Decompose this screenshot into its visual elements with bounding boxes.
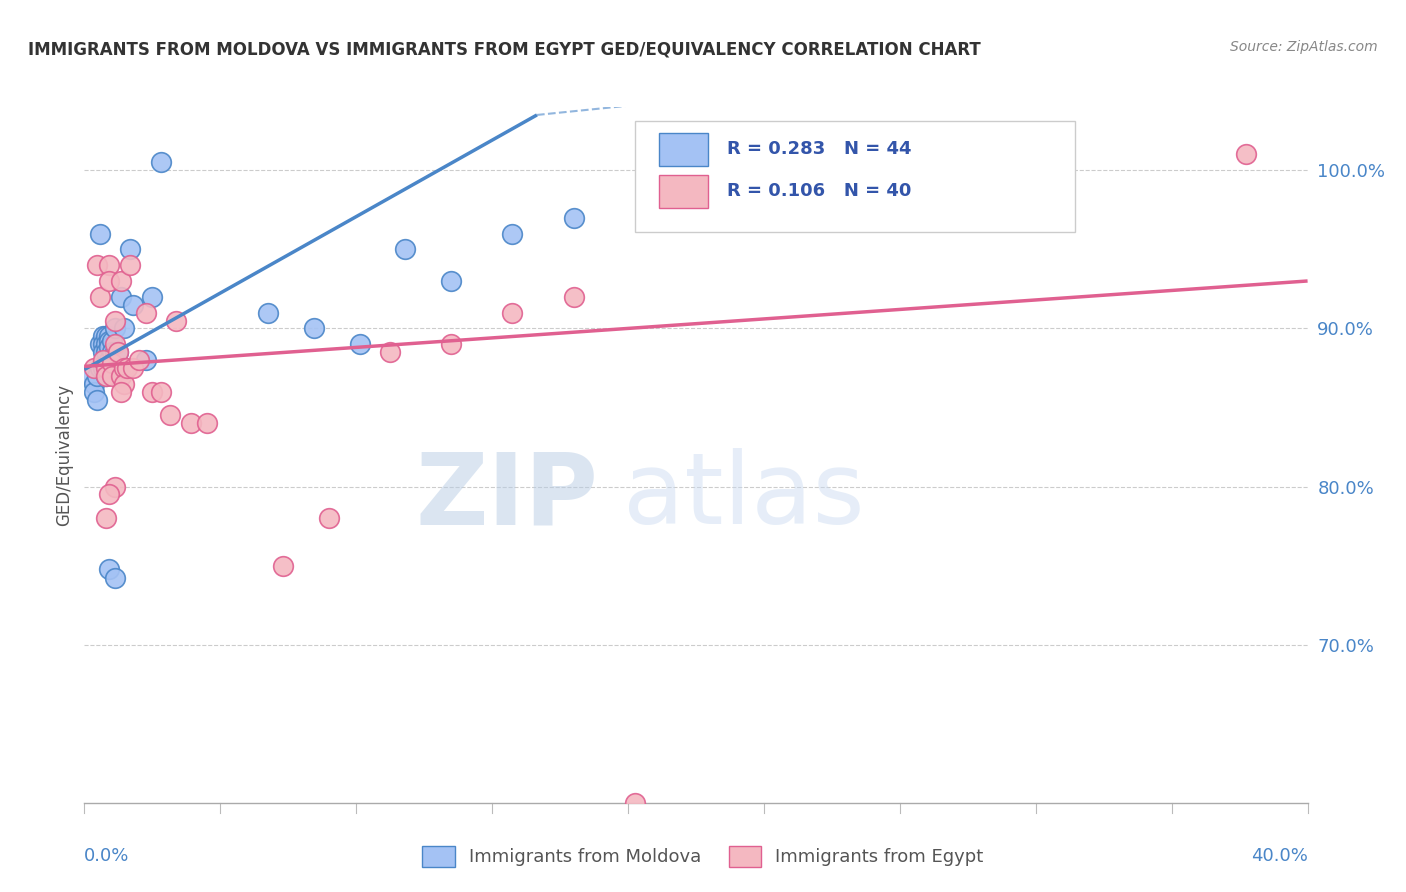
Point <box>97 334 120 348</box>
Point <box>86 392 108 407</box>
Point <box>128 353 150 368</box>
Point <box>624 796 647 810</box>
Point <box>112 361 135 376</box>
Point <box>112 321 135 335</box>
Point <box>97 487 120 501</box>
Point <box>101 345 124 359</box>
Point <box>180 417 202 431</box>
Text: ZIP: ZIP <box>415 448 598 545</box>
Point <box>149 155 172 169</box>
Point <box>83 361 105 376</box>
Text: R = 0.283   N = 44: R = 0.283 N = 44 <box>727 140 911 158</box>
Text: atlas: atlas <box>623 448 865 545</box>
Point <box>91 353 114 368</box>
Point <box>149 384 172 399</box>
Point <box>165 313 187 327</box>
Point <box>135 305 157 319</box>
Text: R = 0.106   N = 40: R = 0.106 N = 40 <box>727 182 911 200</box>
Point <box>349 337 371 351</box>
Point <box>1236 147 1258 161</box>
Point <box>120 258 142 272</box>
Point <box>101 361 124 376</box>
Point <box>97 274 120 288</box>
Point <box>107 345 129 359</box>
Point <box>104 479 127 493</box>
Point <box>97 562 120 576</box>
Point <box>94 345 117 359</box>
Point <box>440 337 463 351</box>
Point <box>502 227 524 241</box>
Point <box>86 258 108 272</box>
Point <box>380 345 402 359</box>
Point <box>91 345 114 359</box>
Point <box>110 274 132 288</box>
Point <box>195 417 218 431</box>
Point <box>120 243 142 257</box>
Point <box>101 368 124 383</box>
Point <box>110 290 132 304</box>
Point <box>104 321 127 335</box>
FancyBboxPatch shape <box>659 175 709 208</box>
Point <box>122 361 145 376</box>
Point <box>101 334 124 348</box>
Point <box>104 313 127 327</box>
Point <box>122 298 145 312</box>
Point <box>302 321 325 335</box>
Point <box>104 337 127 351</box>
Point <box>257 305 280 319</box>
Point <box>101 356 124 370</box>
Point <box>271 558 294 573</box>
Point <box>97 258 120 272</box>
Point <box>89 290 111 304</box>
Point <box>394 243 416 257</box>
Point <box>83 376 105 391</box>
Point <box>104 345 127 359</box>
Point <box>89 361 111 376</box>
FancyBboxPatch shape <box>659 133 709 166</box>
Point <box>94 337 117 351</box>
Legend: Immigrants from Moldova, Immigrants from Egypt: Immigrants from Moldova, Immigrants from… <box>415 838 991 874</box>
Point <box>440 274 463 288</box>
Point <box>318 511 340 525</box>
Point <box>110 368 132 383</box>
Y-axis label: GED/Equivalency: GED/Equivalency <box>55 384 73 526</box>
Point <box>91 337 114 351</box>
Point <box>685 179 707 194</box>
Point <box>141 290 163 304</box>
Point <box>107 345 129 359</box>
Point <box>86 368 108 383</box>
Point <box>89 227 111 241</box>
Text: Source: ZipAtlas.com: Source: ZipAtlas.com <box>1230 40 1378 54</box>
Point <box>94 511 117 525</box>
Point <box>97 329 120 343</box>
Point <box>107 361 129 376</box>
Point <box>159 409 181 423</box>
Point <box>562 290 585 304</box>
Point <box>94 329 117 343</box>
Point <box>94 368 117 383</box>
Point <box>94 368 117 383</box>
Point <box>141 384 163 399</box>
Point <box>562 211 585 225</box>
Point <box>115 361 138 376</box>
FancyBboxPatch shape <box>636 121 1076 232</box>
Text: 40.0%: 40.0% <box>1251 847 1308 865</box>
Point <box>91 329 114 343</box>
Point <box>110 384 132 399</box>
Point <box>94 361 117 376</box>
Point <box>89 337 111 351</box>
Point <box>104 571 127 585</box>
Point <box>135 353 157 368</box>
Point <box>79 368 101 383</box>
Point <box>83 384 105 399</box>
Point <box>97 340 120 354</box>
Point <box>502 305 524 319</box>
Point <box>91 361 114 376</box>
Text: IMMIGRANTS FROM MOLDOVA VS IMMIGRANTS FROM EGYPT GED/EQUIVALENCY CORRELATION CHA: IMMIGRANTS FROM MOLDOVA VS IMMIGRANTS FR… <box>28 40 981 58</box>
Point <box>97 353 120 368</box>
Text: 0.0%: 0.0% <box>84 847 129 865</box>
Point <box>112 376 135 391</box>
